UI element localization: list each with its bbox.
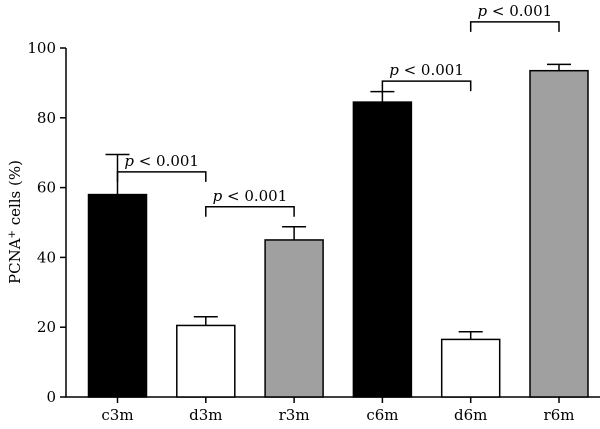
bar	[264, 239, 324, 398]
p-symbol: p	[124, 152, 134, 170]
p-value-label: p < 0.001	[478, 2, 553, 20]
bar	[440, 338, 501, 398]
y-tick-label: 100	[27, 39, 56, 57]
x-tick-label: d6m	[454, 406, 487, 424]
x-tick-label: c6m	[366, 406, 398, 424]
axes: 0 20 40 60 80 100 c3m d3m r3m c6m d6m r6m	[27, 39, 600, 424]
x-tick-label: r6m	[544, 406, 575, 424]
significance-bracket	[205, 206, 295, 217]
bar	[352, 101, 413, 398]
y-tick-label: 0	[46, 388, 56, 406]
y-tick-label: 60	[37, 179, 56, 197]
bar	[87, 193, 148, 398]
p-value-label: p < 0.001	[213, 187, 288, 205]
p-value-label: p < 0.001	[389, 61, 464, 79]
p-symbol: p	[213, 187, 223, 205]
bars	[87, 69, 589, 398]
p-threshold: < 0.001	[399, 61, 464, 79]
y-axis-label-sup: +	[7, 230, 18, 238]
p-threshold: < 0.001	[487, 2, 552, 20]
significance-bracket	[116, 171, 207, 182]
y-tick-label: 80	[37, 109, 56, 127]
y-axis-label: PCNA+ cells (%)	[6, 160, 24, 284]
bar	[529, 69, 589, 398]
p-value-label: p < 0.001	[124, 152, 199, 170]
significance-bracket	[381, 80, 472, 92]
y-tick-label: 20	[37, 318, 56, 336]
significance-bracket	[469, 21, 560, 32]
p-threshold: < 0.001	[134, 152, 199, 170]
error-bars	[105, 63, 571, 340]
y-axis-label-main: PCNA	[6, 238, 24, 284]
bar	[176, 324, 236, 398]
x-tick-label: d3m	[189, 406, 222, 424]
p-threshold: < 0.001	[222, 187, 287, 205]
y-axis-label-rest: cells (%)	[6, 160, 24, 230]
p-symbol: p	[478, 2, 488, 20]
x-tick-label: r3m	[279, 406, 310, 424]
x-tick-label: c3m	[101, 406, 133, 424]
y-tick-label: 40	[37, 248, 56, 266]
p-symbol: p	[389, 61, 399, 79]
